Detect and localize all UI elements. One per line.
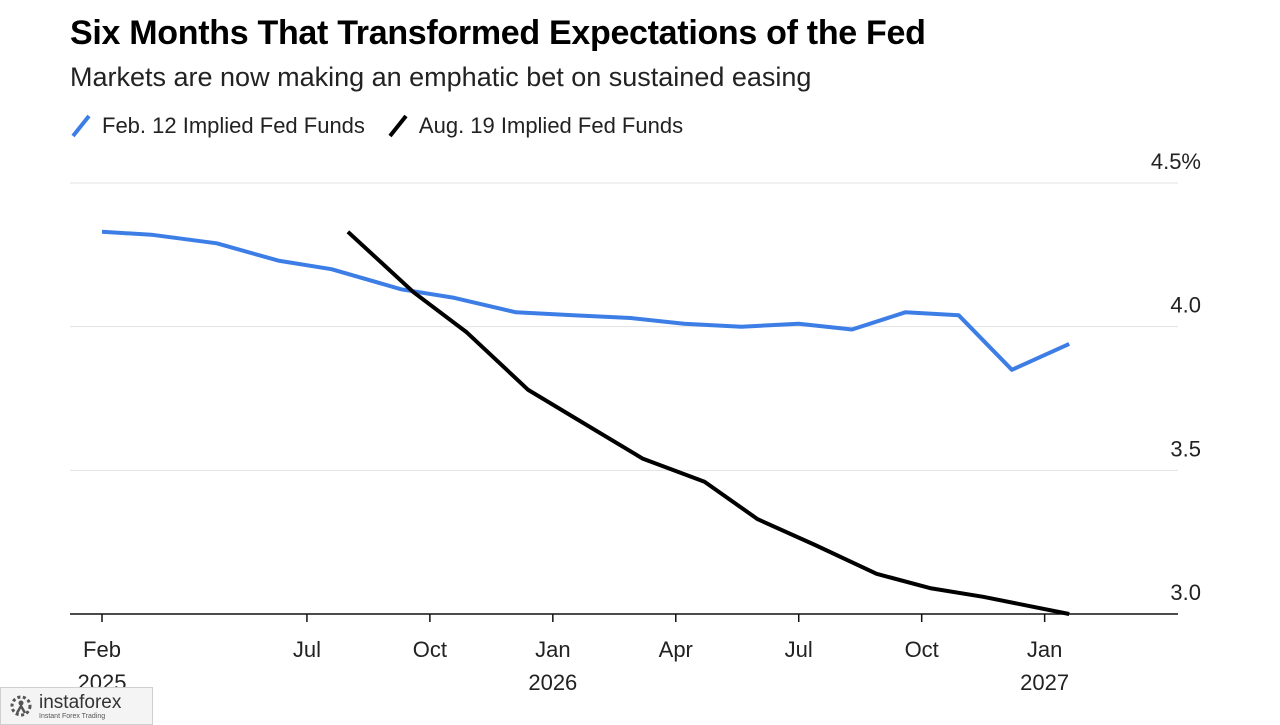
watermark-logo-icon <box>10 695 32 717</box>
x-tick-label-1: Jul <box>293 637 321 662</box>
series-line-1 <box>346 230 1070 616</box>
x-tick-label-0: Feb <box>83 637 121 662</box>
x-tick-label-2: Oct <box>413 637 447 662</box>
legend-swatch-feb <box>71 114 91 138</box>
y-tick-label-3: 3.0 <box>1170 580 1201 605</box>
y-tick-label-0: 4.5% <box>1151 149 1201 174</box>
y-tick-label-1: 4.0 <box>1170 293 1201 318</box>
chart-subtitle: Markets are now making an emphatic bet o… <box>70 62 812 92</box>
legend-item-feb: Feb. 12 Implied Fed Funds <box>70 113 365 139</box>
legend-swatch-aug <box>388 114 408 138</box>
legend: Feb. 12 Implied Fed Funds Aug. 19 Implie… <box>70 113 705 139</box>
x-tick-label-5: Jul <box>785 637 813 662</box>
watermark-name: instaforex <box>39 691 122 713</box>
watermark: instaforex Instant Forex Trading <box>0 687 153 725</box>
x-tick-label-4: Apr <box>659 637 693 662</box>
series-line-0 <box>101 229 1071 372</box>
watermark-tagline: Instant Forex Trading <box>39 712 106 720</box>
y-tick-label-2: 3.5 <box>1170 436 1201 461</box>
x-tick-year-7: 2027 <box>1020 670 1069 695</box>
legend-item-aug: Aug. 19 Implied Fed Funds <box>387 113 683 139</box>
legend-label-aug: Aug. 19 Implied Fed Funds <box>418 113 684 138</box>
legend-label-feb: Feb. 12 Implied Fed Funds <box>102 113 365 138</box>
chart-title: Six Months That Transformed Expectations… <box>70 14 926 52</box>
x-tick-year-3: 2026 <box>528 670 577 695</box>
x-tick-label-7: Jan <box>1027 637 1062 662</box>
x-tick-label-3: Jan <box>535 637 570 662</box>
x-tick-label-6: Oct <box>905 637 939 662</box>
